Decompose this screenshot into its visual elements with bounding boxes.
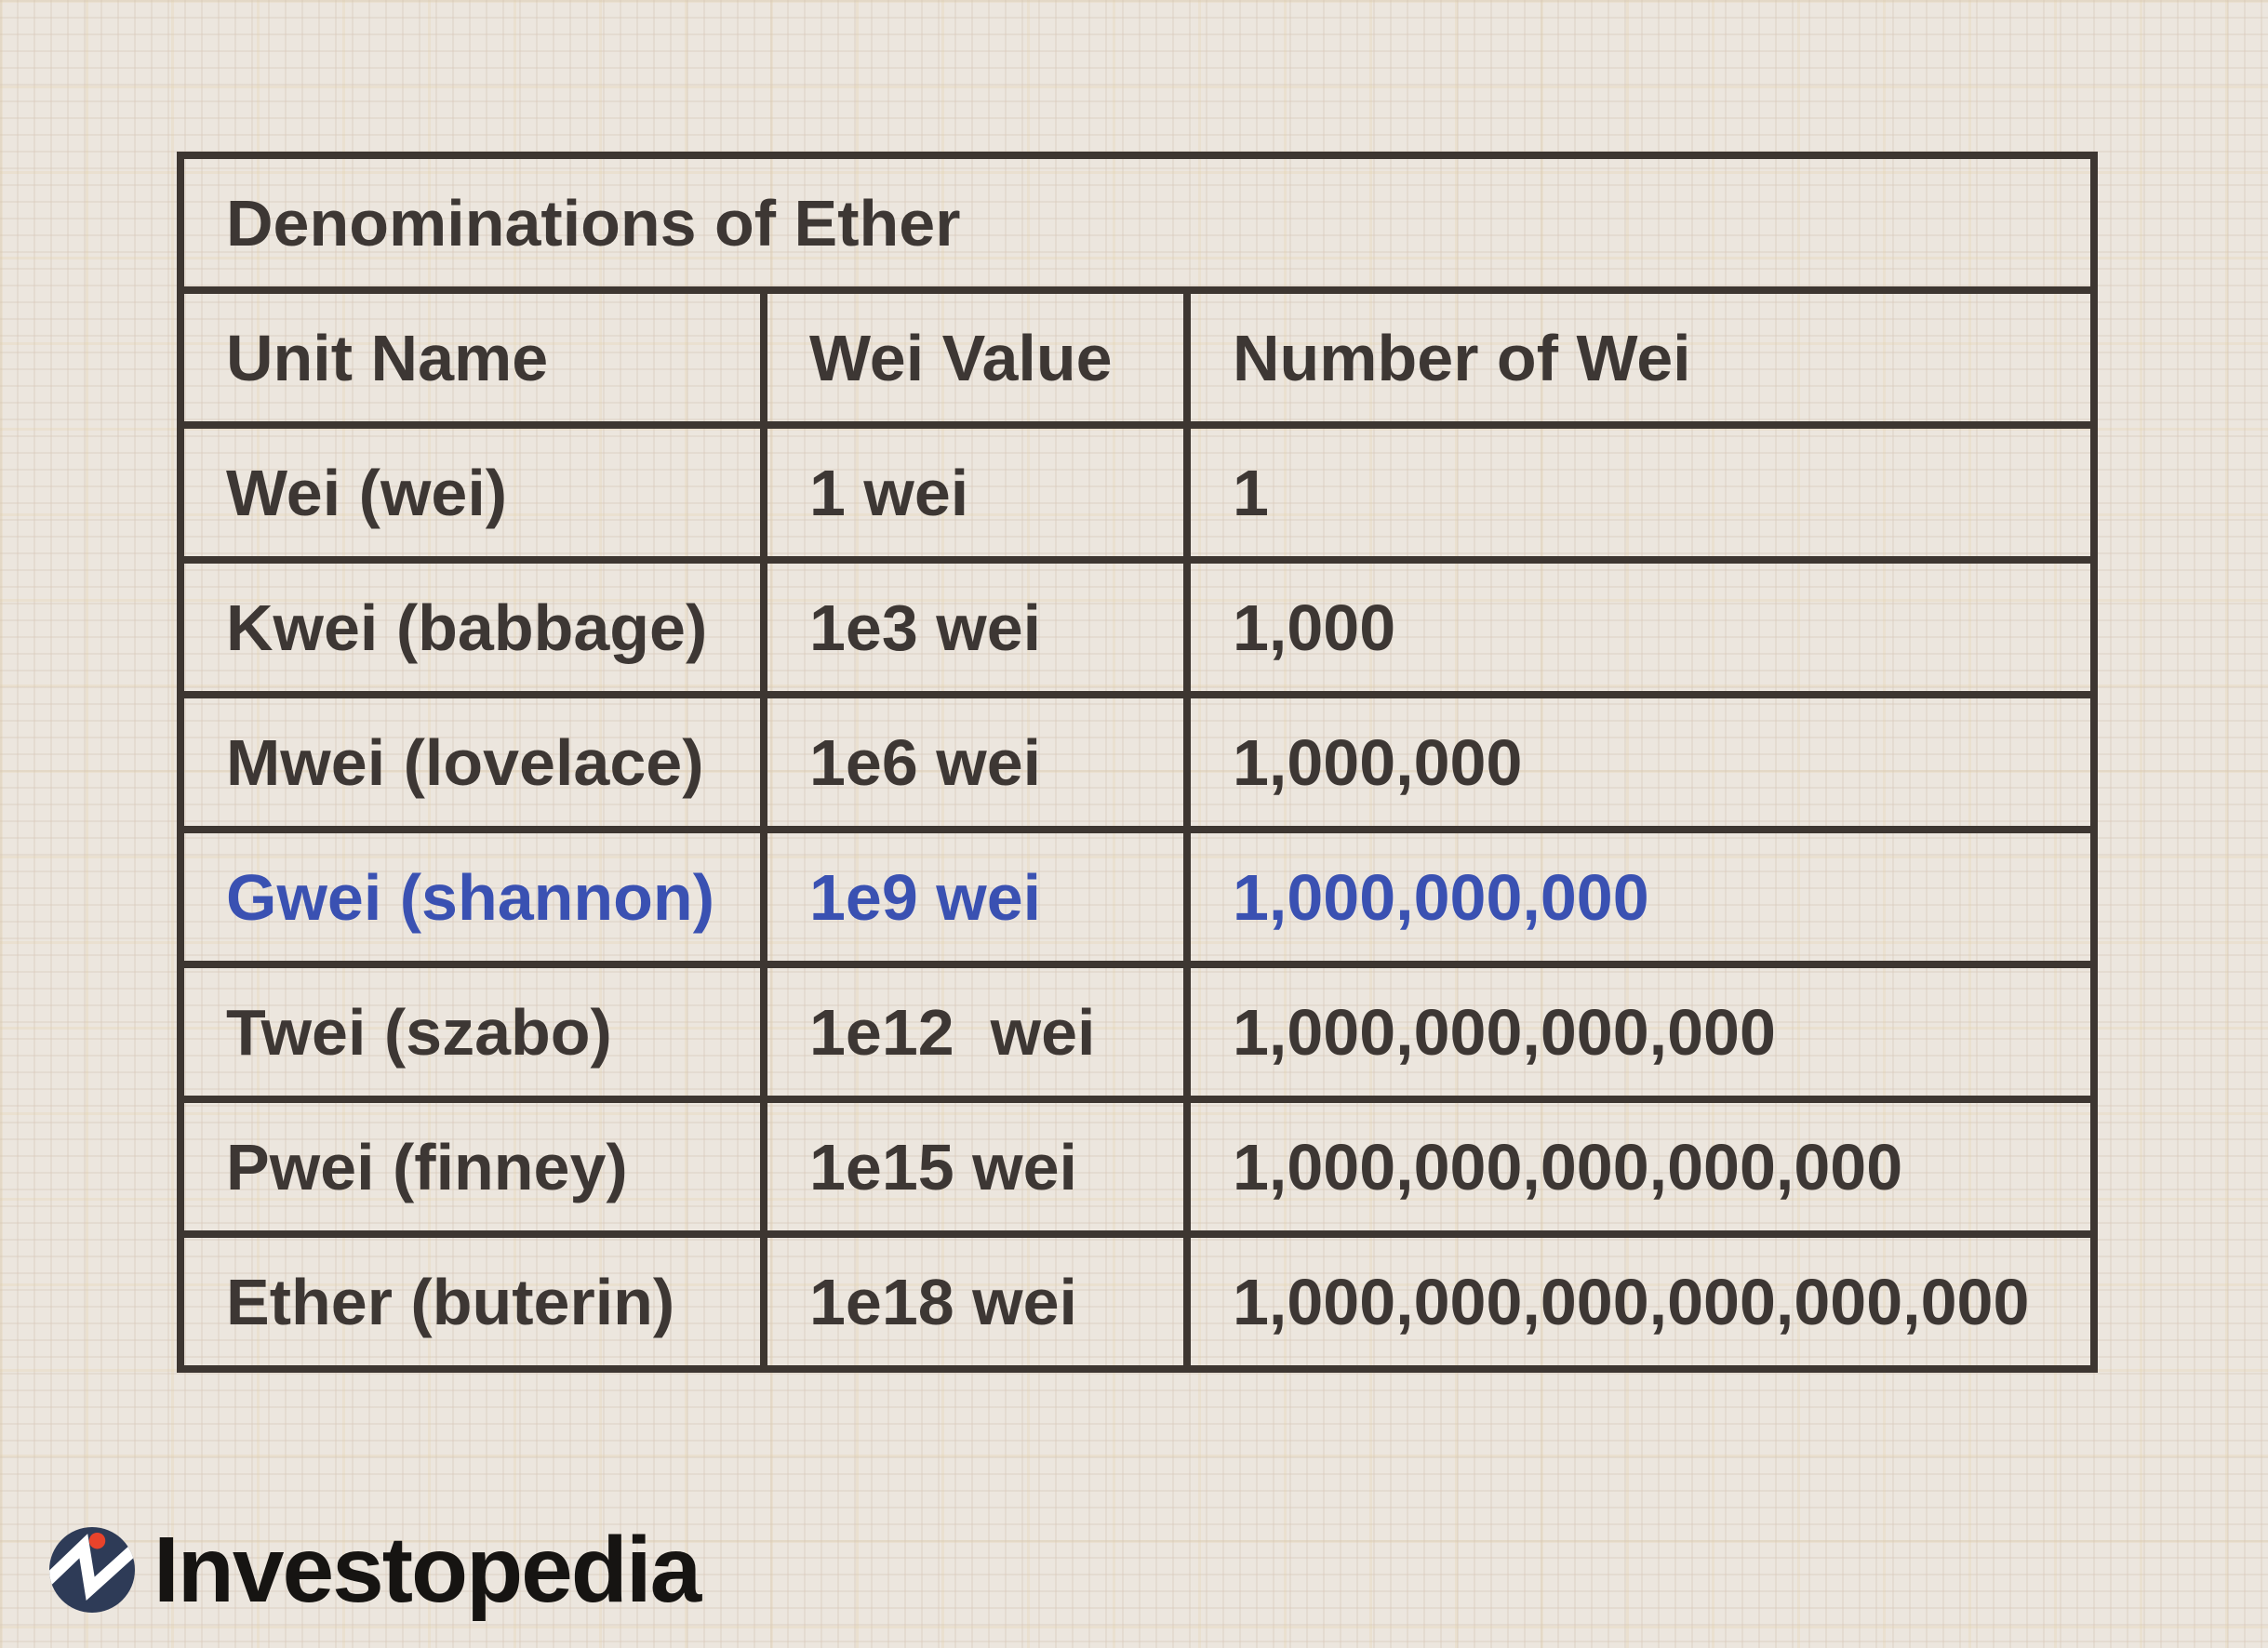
denominations-table: Denominations of Ether Unit Name Wei Val…: [177, 152, 2098, 1373]
cell-wei-value: 1e12 wei: [760, 961, 1191, 1103]
investopedia-wordmark: Investopedia: [153, 1518, 701, 1622]
cell-unit-name: Ether (buterin): [177, 1230, 767, 1373]
cell-number-of-wei: 1,000,000,000,000,000: [1183, 1096, 2098, 1238]
cell-number-of-wei: 1,000,000,000,000,000,000: [1183, 1230, 2098, 1373]
investopedia-mark-icon: [49, 1527, 135, 1613]
cell-wei-value: 1e6 wei: [760, 691, 1191, 833]
cell-wei-value: 1e3 wei: [760, 556, 1191, 698]
column-header-unit-name: Unit Name: [177, 286, 767, 429]
cell-number-of-wei: 1,000,000,000: [1183, 826, 2098, 968]
cell-unit-name: Wei (wei): [177, 421, 767, 564]
cell-wei-value: 1 wei: [760, 421, 1191, 564]
header-row: Unit Name Wei Value Number of Wei: [177, 286, 2098, 429]
table-row: Kwei (babbage) 1e3 wei 1,000: [177, 556, 2098, 698]
cell-unit-name: Pwei (finney): [177, 1096, 767, 1238]
logo-dot-icon: [88, 1532, 106, 1549]
table-row: Twei (szabo) 1e12 wei 1,000,000,000,000: [177, 961, 2098, 1103]
cell-wei-value: 1e9 wei: [760, 826, 1191, 968]
cell-unit-name: Mwei (lovelace): [177, 691, 767, 833]
column-header-wei-value: Wei Value: [760, 286, 1191, 429]
cell-number-of-wei: 1,000,000,000,000: [1183, 961, 2098, 1103]
cell-unit-name: Twei (szabo): [177, 961, 767, 1103]
table-row: Mwei (lovelace) 1e6 wei 1,000,000: [177, 691, 2098, 833]
cell-wei-value: 1e15 wei: [760, 1096, 1191, 1238]
cell-wei-value: 1e18 wei: [760, 1230, 1191, 1373]
investopedia-logo: Investopedia: [49, 1518, 701, 1622]
table-row: Pwei (finney) 1e15 wei 1,000,000,000,000…: [177, 1096, 2098, 1238]
table-title: Denominations of Ether: [177, 152, 2098, 294]
title-row: Denominations of Ether: [177, 152, 2098, 294]
cell-unit-name: Kwei (babbage): [177, 556, 767, 698]
table-row: Wei (wei) 1 wei 1: [177, 421, 2098, 564]
cell-unit-name: Gwei (shannon): [177, 826, 767, 968]
table-row-highlighted: Gwei (shannon) 1e9 wei 1,000,000,000: [177, 826, 2098, 968]
cell-number-of-wei: 1,000,000: [1183, 691, 2098, 833]
column-header-number-of-wei: Number of Wei: [1183, 286, 2098, 429]
table-row: Ether (buterin) 1e18 wei 1,000,000,000,0…: [177, 1230, 2098, 1373]
cell-number-of-wei: 1: [1183, 421, 2098, 564]
cell-number-of-wei: 1,000: [1183, 556, 2098, 698]
